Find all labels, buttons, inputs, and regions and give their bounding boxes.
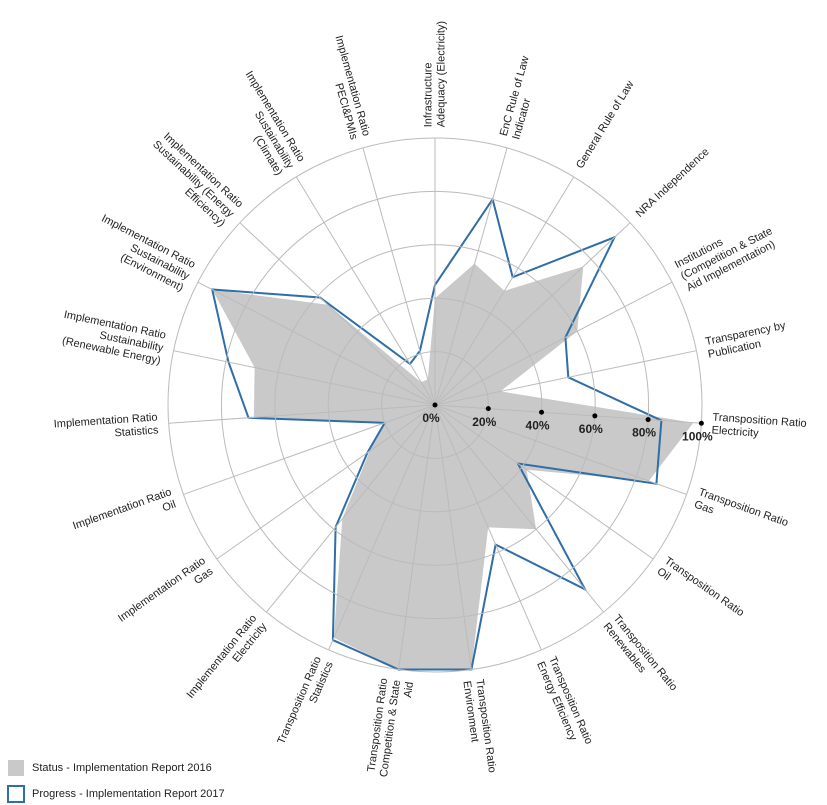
category-label: Transposition RatioCompetition & StateAi… [365, 678, 416, 780]
spoke [434, 147, 508, 406]
category-label: NRA Independence [634, 146, 712, 220]
spoke [434, 404, 472, 670]
category-label: Implementation RatioStatistics [53, 411, 159, 443]
spoke [173, 350, 436, 406]
category-label: Transposition RatioStatistics [275, 654, 336, 751]
tick-dot [432, 402, 438, 408]
category-label: Implementation RatioSustainability(Renew… [58, 309, 168, 367]
legend-swatch [8, 760, 24, 776]
category-label: General Rule of Law [574, 79, 636, 171]
tick-dot [485, 406, 491, 412]
spoke [434, 404, 654, 560]
legend-label: Progress - Implementation Report 2017 [32, 788, 225, 800]
tick-label: 100% [682, 429, 713, 443]
tick-label: 80% [632, 426, 656, 440]
spoke [434, 281, 673, 406]
spoke [266, 404, 436, 613]
spoke [398, 404, 436, 670]
category-label: Implementation RatioSustainability(Clima… [221, 69, 308, 178]
category-label: Implementation RatioSustainability (Ener… [141, 129, 245, 230]
spoke [362, 147, 436, 406]
category-label: Implementation RatioPECI&PMIs [320, 34, 372, 141]
spoke [216, 404, 436, 560]
tick-label: 60% [579, 422, 603, 436]
category-label: Implementation RatioGas [116, 555, 216, 636]
category-label: Transposition RatioOil [655, 555, 747, 630]
tick-dot [645, 417, 651, 423]
tick-dot [592, 413, 598, 419]
series-outline [210, 196, 663, 671]
tick-label: 20% [472, 415, 496, 429]
spoke [239, 222, 436, 406]
spoke [168, 404, 436, 424]
spoke [295, 176, 436, 406]
spoke [434, 176, 575, 406]
spoke [328, 404, 436, 651]
legend-label: Status - Implementation Report 2016 [32, 762, 212, 774]
category-label: EnC Rule of LawIndicator [498, 55, 544, 141]
spoke [434, 404, 604, 613]
category-label: Implementation RatioOil [71, 486, 177, 544]
spoke [434, 222, 631, 406]
series-area [212, 263, 694, 670]
tick-label: 0% [422, 411, 440, 425]
category-label: Transposition RatioElectricity [711, 411, 807, 442]
tick-dot [539, 409, 545, 415]
category-label: Transparency byPublication [704, 319, 789, 360]
tick-label: 40% [526, 418, 550, 432]
category-label: Transposition RatioEnvironment [461, 678, 499, 775]
tick-dot [698, 420, 704, 426]
category-label: InfrastructureAdequacy (Electricity) [422, 21, 447, 127]
spoke [197, 281, 436, 406]
spoke [434, 404, 542, 651]
spoke [183, 404, 436, 495]
spoke [434, 404, 702, 424]
category-label: Transposition RatioRenewables [601, 612, 680, 701]
category-label: Implementation RatioElectricity [184, 612, 269, 709]
category-label: Implementation RatioSustainability(Envir… [87, 212, 197, 294]
category-label: Transposition RatioEnergy Efficiency [534, 655, 595, 752]
category-label: Institutions(Competition & StateAid Impl… [673, 214, 781, 294]
category-label: Transposition RatioGas [692, 486, 789, 541]
spoke [434, 350, 697, 406]
spoke [434, 404, 687, 495]
legend-swatch [7, 785, 25, 803]
